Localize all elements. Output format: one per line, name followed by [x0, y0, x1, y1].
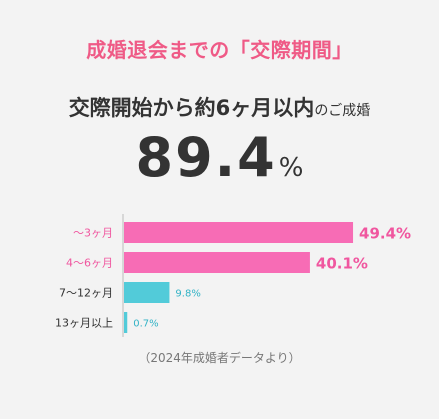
source-note: （2024年成婚者データより）: [138, 351, 301, 365]
category-label: 13ヶ月以上: [55, 317, 113, 330]
chart-heading: 成婚退会までの「交際期間」: [86, 38, 353, 62]
result-value: 89.4: [135, 126, 277, 189]
value-label: 0.7%: [133, 319, 158, 330]
category-label: 7〜12ヶ月: [59, 287, 113, 300]
result-unit: %: [278, 153, 304, 183]
value-label: 49.4%: [359, 225, 411, 243]
category-label: 4〜6ヶ月: [66, 257, 113, 270]
subheading-main: 交際開始から約6ヶ月以内: [68, 96, 315, 120]
bar: [124, 312, 128, 333]
value-label: 9.8%: [175, 289, 200, 300]
summary-result: 89.4%: [0, 126, 439, 189]
category-label: 〜3ヶ月: [73, 227, 113, 240]
value-label: 40.1%: [316, 255, 368, 273]
bar: [124, 282, 170, 303]
subheading-suffix: のご成婚: [314, 103, 371, 119]
summary-subheading: 交際開始から約6ヶ月以内のご成婚: [0, 92, 439, 122]
bar: [124, 252, 310, 273]
bar: [124, 222, 354, 243]
